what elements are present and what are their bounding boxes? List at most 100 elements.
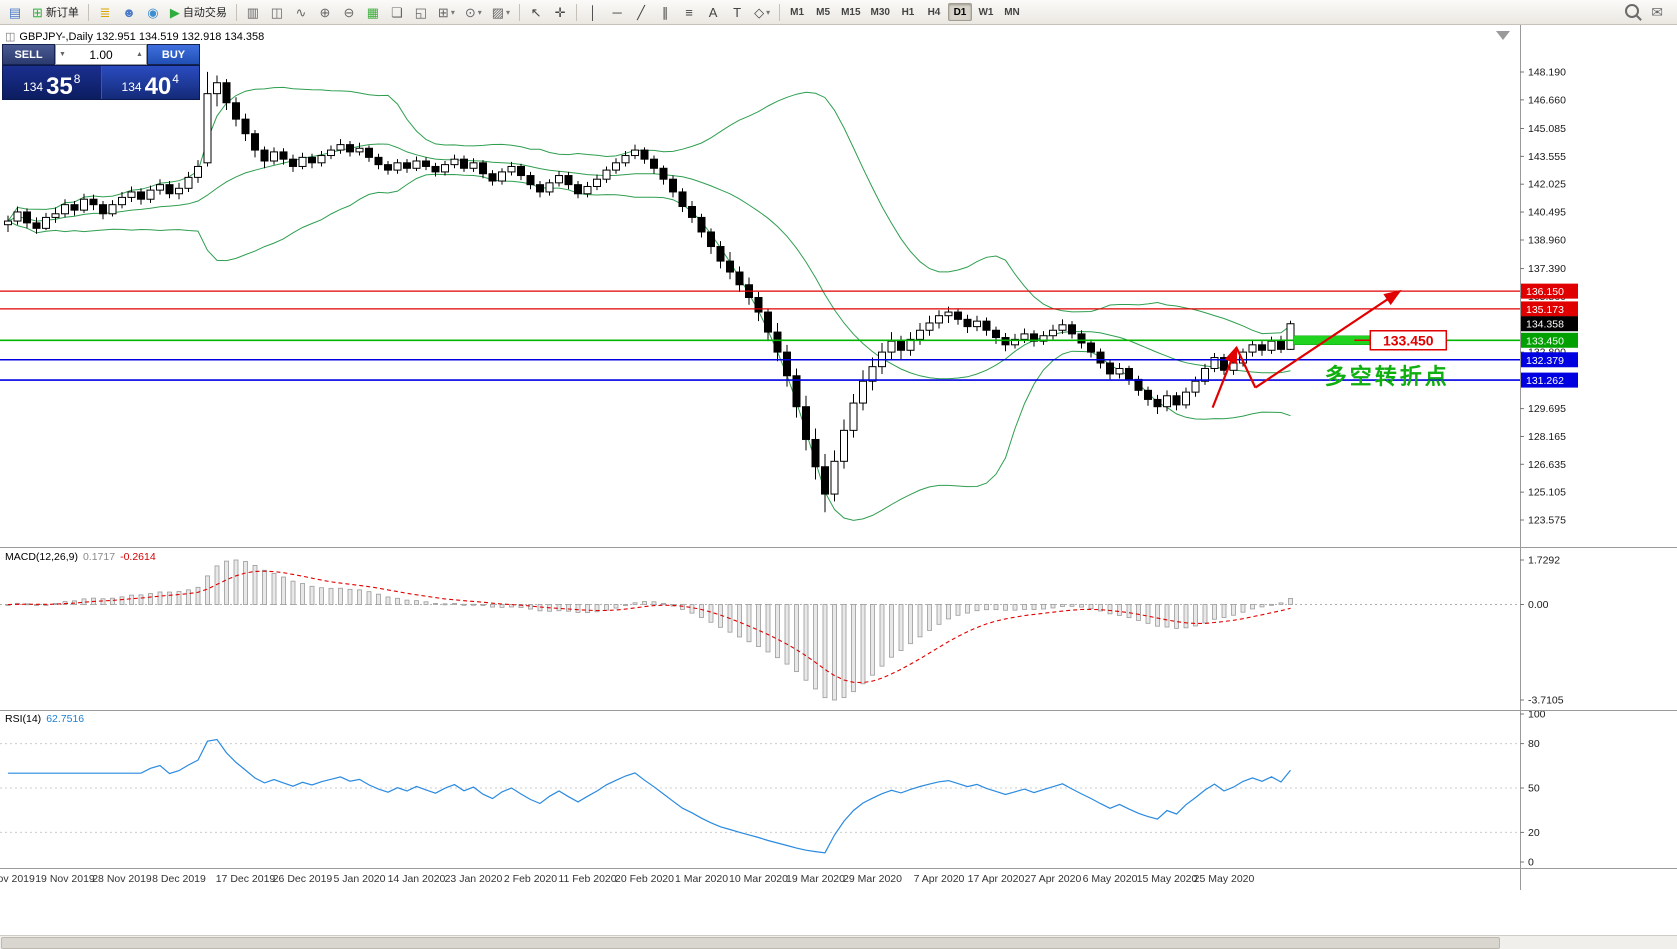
candle	[403, 162, 411, 169]
candle	[127, 191, 136, 198]
rsi-axis-label: 50	[1528, 783, 1540, 795]
horizontal-line-icon[interactable]: ─	[606, 2, 628, 22]
candle	[450, 158, 459, 166]
search-icon[interactable]	[1625, 4, 1640, 18]
cascade-windows-icon: ◱	[414, 4, 428, 20]
channel-icon[interactable]: ∥	[654, 2, 676, 22]
price-tag-text: 133.450	[1383, 332, 1434, 348]
buy-price[interactable]: 134 40 4	[101, 66, 199, 99]
candle	[289, 158, 297, 167]
auto-arrange-icon[interactable]: ▦	[362, 2, 384, 22]
annotation-note-text[interactable]: 多空转折点	[1325, 364, 1450, 389]
macd-bar	[784, 604, 790, 665]
timeframe-mn[interactable]: MN	[1004, 6, 1020, 18]
timeframe-m30[interactable]: M30	[870, 6, 890, 18]
sell-button[interactable]: SELL	[2, 44, 55, 65]
chart-candles-icon[interactable]: ◫	[266, 2, 288, 22]
candle	[279, 151, 288, 160]
scrollbar-thumb[interactable]	[1, 937, 1500, 949]
macd-bar	[148, 593, 153, 605]
candle	[631, 149, 639, 157]
profiles-button[interactable]: ⊙ ▾	[461, 2, 486, 22]
rsi-panel[interactable]	[0, 738, 1520, 854]
price-tag-box[interactable]	[1369, 330, 1448, 351]
fibonacci-icon[interactable]: ≡	[678, 2, 700, 22]
annotation-arrow[interactable]	[1211, 345, 1238, 409]
timeframe-h1[interactable]: H1	[901, 6, 915, 18]
price-axis-label: 137.390	[1528, 263, 1566, 275]
date-axis-label: 7 Apr 2020	[914, 873, 965, 885]
candle	[469, 162, 478, 169]
text-icon[interactable]: A	[702, 2, 724, 22]
timeframe-m5[interactable]: M5	[816, 6, 831, 18]
price-badge-135.173	[1521, 301, 1578, 317]
annotation-arrow[interactable]	[1235, 347, 1257, 389]
volume-stepper[interactable]: ▼ 1.00 ▲	[55, 44, 147, 65]
crosshair-icon[interactable]: ✛	[549, 2, 571, 22]
volume-up-icon[interactable]: ▲	[136, 51, 143, 58]
candle	[374, 156, 383, 166]
zoom-out-icon[interactable]: ⊖	[338, 2, 360, 22]
profile-icon[interactable]: ☻	[118, 2, 140, 22]
tile-windows-icon[interactable]: ❏	[386, 2, 408, 22]
favorites-icon[interactable]: ≣	[94, 2, 116, 22]
terminal-icon[interactable]: ▤	[4, 2, 26, 22]
shapes-button[interactable]: ◇ ▾	[750, 2, 774, 22]
volume-down-icon[interactable]: ▼	[59, 51, 66, 58]
price-axis-label: 146.660	[1528, 94, 1566, 106]
label-icon: T	[733, 4, 742, 20]
sell-price[interactable]: 134 35 8	[3, 66, 101, 99]
trendline-icon[interactable]: ╱	[630, 2, 652, 22]
buy-button[interactable]: BUY	[147, 44, 200, 65]
timeframe-w1[interactable]: W1	[978, 6, 994, 18]
cursor-icon[interactable]: ↖	[525, 2, 547, 22]
candle	[716, 246, 725, 262]
new-order-button[interactable]: ⊞ 新订单	[28, 2, 83, 22]
candle	[517, 165, 525, 177]
macd-bar	[1145, 604, 1151, 624]
chart-bars-icon[interactable]: ▥	[242, 2, 264, 22]
vertical-line-icon[interactable]: │	[582, 2, 604, 22]
new-chart-button[interactable]: ⊞ ▾	[434, 2, 459, 22]
macd-bar	[1069, 604, 1075, 607]
macd-bar	[281, 576, 286, 605]
zoom-in-icon[interactable]: ⊕	[314, 2, 336, 22]
annotation-arrow[interactable]	[1254, 289, 1402, 389]
chart-shift-marker[interactable]	[1496, 31, 1510, 40]
macd-bar	[908, 604, 913, 645]
candle	[944, 311, 953, 317]
macd-bar	[1022, 604, 1027, 610]
macd-bar	[803, 604, 809, 681]
community-icon[interactable]: ◉	[142, 2, 164, 22]
rsi-axis-label: 80	[1528, 738, 1540, 750]
candle	[89, 198, 98, 206]
candle	[156, 184, 164, 191]
label-icon[interactable]: T	[726, 2, 748, 22]
timeframe-m1[interactable]: M1	[790, 6, 805, 18]
timeframe-d1[interactable]: D1	[947, 3, 972, 21]
macd-bar	[395, 597, 400, 605]
macd-panel[interactable]	[0, 559, 1520, 701]
macd-bar	[594, 604, 600, 613]
cascade-windows-icon[interactable]: ◱	[410, 2, 432, 22]
templates-button[interactable]: ▨ ▾	[488, 2, 514, 22]
candle	[1096, 351, 1105, 364]
candle	[650, 158, 658, 169]
rsi-value: 62.7516	[46, 713, 85, 725]
horizontal-scrollbar[interactable]	[0, 935, 1677, 949]
candle	[840, 429, 848, 462]
candle	[612, 162, 620, 171]
volume-value[interactable]: 1.00	[89, 47, 113, 62]
candle	[1229, 362, 1238, 371]
macd-bar	[100, 598, 106, 605]
macd-bar	[917, 604, 923, 638]
chat-icon[interactable]: ✉	[1651, 3, 1663, 20]
timeframe-h4[interactable]: H4	[927, 6, 941, 18]
auto-trading-button[interactable]: ▶ 自动交易	[166, 2, 231, 22]
timeframe-m15[interactable]: M15	[841, 6, 861, 18]
date-axis-label: 26 Dec 2019	[273, 873, 333, 885]
chart-line-icon[interactable]: ∿	[290, 2, 312, 22]
macd-bar	[1183, 604, 1189, 629]
candle	[1039, 335, 1048, 342]
